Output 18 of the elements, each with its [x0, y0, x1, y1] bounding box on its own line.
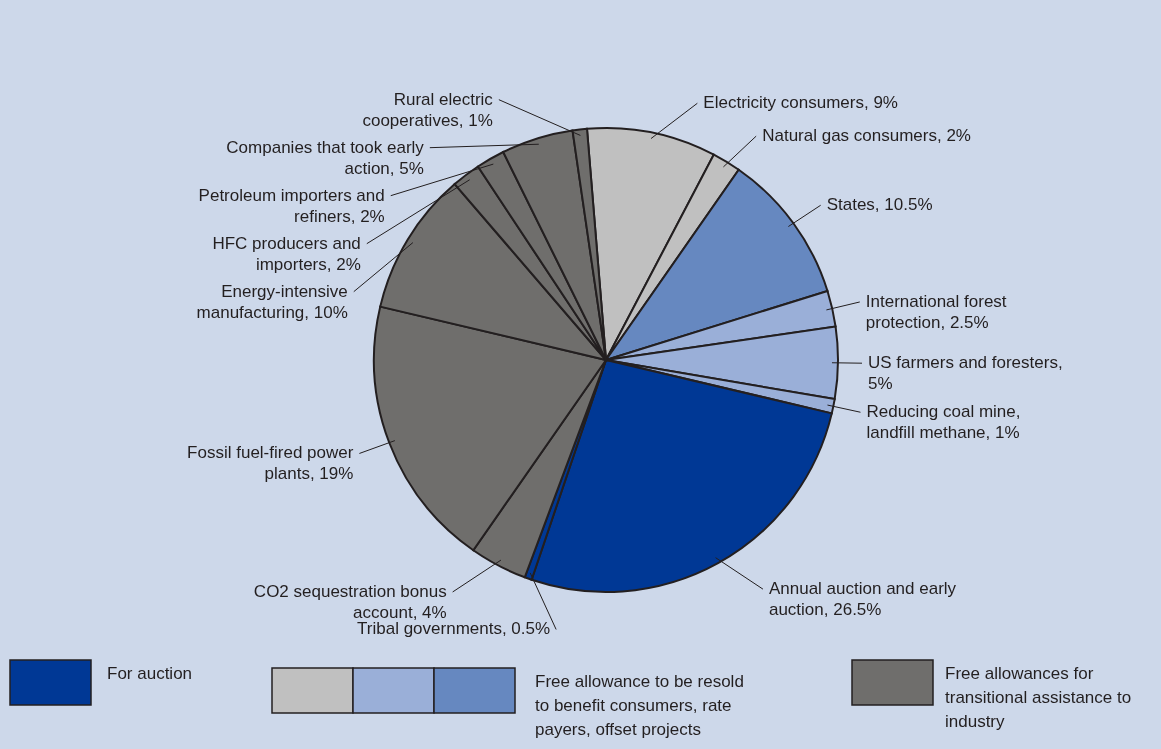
slice-label: States, 10.5% — [826, 195, 933, 215]
slice-label: Reducing coal mine, landfill methane, 1% — [866, 402, 1021, 443]
text: Free allowance to be resold to benefit consumers, rate payers, offset projects — [535, 672, 744, 739]
slice-label: Electricity consumers, 9% — [703, 93, 898, 113]
slice-label: Annual auction and early auction, 26.5% — [768, 579, 957, 620]
text: Free allowances for transitional assistance to industry — [945, 664, 1132, 731]
slice-label: Natural gas consumers, 2% — [762, 126, 971, 146]
slice-label: Fossil fuel-fired power plants, 19% — [187, 443, 354, 484]
text: For auction — [107, 664, 193, 683]
slice-label: Petroleum importers and refiners, 2% — [198, 185, 385, 226]
slice-label: Tribal governments, 0.5% — [357, 619, 551, 639]
slice-label: US farmers and foresters, 5% — [868, 353, 1063, 394]
slice-label: Energy-intensive manufacturing, 10% — [196, 281, 348, 322]
slice-label: HFC producers and importers, 2% — [212, 233, 361, 274]
slice-label: CO2 sequestration bonus account, 4% — [253, 581, 447, 622]
slice-label: Rural electric cooperatives, 1% — [362, 89, 494, 130]
slice-label: Companies that took early action, 5% — [226, 137, 425, 178]
slice-label: International forest protection, 2.5% — [865, 291, 1007, 332]
